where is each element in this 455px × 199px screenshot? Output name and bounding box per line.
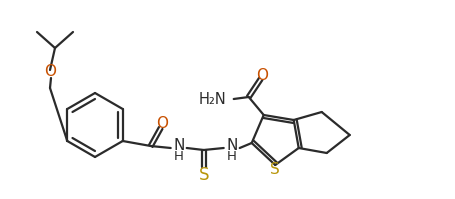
Text: S: S xyxy=(198,166,208,184)
Text: S: S xyxy=(270,163,279,178)
Text: H₂N: H₂N xyxy=(198,92,226,106)
Text: H: H xyxy=(173,149,183,163)
Text: N: N xyxy=(172,138,184,152)
Text: H: H xyxy=(226,149,236,163)
Text: N: N xyxy=(226,138,237,152)
Text: O: O xyxy=(155,116,167,132)
Text: O: O xyxy=(44,64,56,79)
Text: O: O xyxy=(255,68,267,84)
